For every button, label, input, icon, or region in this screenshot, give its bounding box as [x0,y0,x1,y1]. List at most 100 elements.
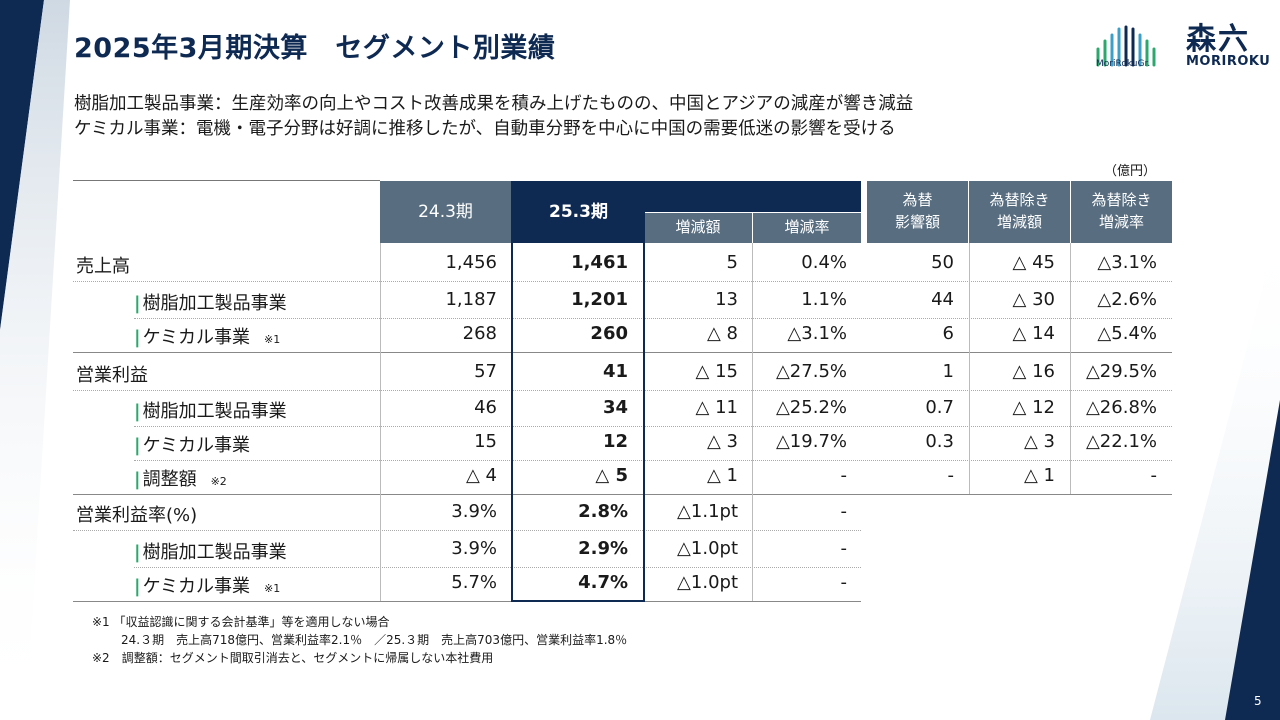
cell-exr: △5.4% [1097,323,1157,344]
cell-prev: 46 [474,397,497,418]
cell-fx: - [947,465,955,486]
row-label-text: 樹脂加工製品事業 [142,293,287,314]
moriroku-logo-kanji: 森六 [1186,22,1250,57]
cell-curr: 4.7% [578,572,628,593]
footnote-2: ※2 調整額：セグメント間取引消去と、セグメントに帰属しない本社費用 [92,651,494,665]
cell-exd: △ 14 [1012,323,1055,344]
cell-exr: - [1150,465,1158,486]
page-number: 5 [1254,694,1262,708]
row-label: | ケミカル事業 ※1 [134,572,280,598]
cell-curr: 34 [602,397,628,418]
header-fx-impact-line2: 影響額 [894,213,940,231]
segment-bar-icon: | [134,293,141,314]
row-label: 営業利益 [76,361,148,387]
row-rule [134,460,1172,461]
header-change-amount: 増減額 [644,213,752,243]
header-ex-fx-amount-line1: 為替除き [989,191,1050,210]
cell-fx: 44 [931,289,954,310]
header-prev-year: 24.3期 [380,181,511,243]
cell-curr: △ 5 [595,465,628,486]
cell-rate: △27.5% [775,361,847,382]
curr-column-frame-right [643,212,645,601]
cell-diff: △1.0pt [677,538,738,559]
row-rule [134,567,861,568]
cell-rate: - [840,465,848,486]
cell-prev: 57 [474,361,497,382]
header-ex-fx-rate: 為替除き 増減率 [1071,181,1172,243]
cell-exd: △ 30 [1012,289,1055,310]
row-label: | 調整額 ※2 [134,465,227,491]
row-rule [73,601,861,602]
cell-fx: 6 [942,323,954,344]
cell-curr: 41 [602,361,628,382]
column-rule [380,243,381,601]
cell-curr: 1,461 [571,252,628,273]
segment-bar-icon: | [134,327,141,348]
row-label: | ケミカル事業 ※1 [134,323,280,349]
cell-exr: △3.1% [1097,252,1157,273]
cell-diff: 5 [726,252,738,273]
column-rule [1070,243,1071,494]
cell-diff: △ 15 [695,361,738,382]
cell-curr: 1,201 [571,289,628,310]
cell-fx: 0.3 [925,431,954,452]
row-note: ※1 [264,582,281,595]
column-rule [752,243,753,601]
row-label: | 樹脂加工製品事業 [134,538,287,564]
curr-column-frame-left [511,181,513,601]
row-rule [73,530,861,531]
header-ex-fx-amount-line2: 増減額 [996,213,1042,231]
header-ex-fx-rate-line2: 増減率 [1098,213,1144,231]
row-label-text: 売上高 [76,256,130,277]
cell-rate: 1.1% [801,289,847,310]
row-label: | 樹脂加工製品事業 [134,397,287,423]
row-rule [73,494,1172,495]
header-ex-fx-rate-line1: 為替除き [1091,191,1152,210]
unit-label: （億円） [1104,164,1157,179]
cell-prev: 268 [462,323,497,344]
row-label: | ケミカル事業 [134,431,250,457]
row-label: | 樹脂加工製品事業 [134,289,287,315]
moriroku-group-logo-icon [1096,25,1156,67]
cell-curr: 12 [602,431,628,452]
row-label-text: ケミカル事業 [142,435,251,456]
page-title: 2025年3月期決算 セグメント別業績 [74,33,556,64]
cell-prev: 1,456 [445,252,497,273]
cell-prev: △ 4 [465,465,497,486]
row-label-text: 営業利益 [76,365,148,386]
subtitle-chemical: ケミカル事業：電機・電子分野は好調に推移したが、自動車分野を中心に中国の需要低迷… [74,119,896,139]
cell-diff: △ 1 [706,465,738,486]
cell-exr: △26.8% [1085,397,1157,418]
header-top-rule [73,180,380,181]
subtitle-resin: 樹脂加工製品事業：生産効率の向上やコスト改善成果を積み上げたものの、中国とアジア… [74,94,914,114]
row-note: ※2 [210,475,227,488]
header-change-rate: 増減率 [753,213,861,243]
row-rule [134,318,1172,319]
segment-bar-icon: | [134,401,141,422]
cell-diff: △ 11 [695,397,738,418]
cell-rate: - [840,572,848,593]
cell-curr: 2.9% [578,538,628,559]
row-rule [73,390,1172,391]
row-label: 売上高 [76,252,130,278]
footnote-1-detail: 24.３期 売上高718億円、営業利益率2.1％ ／25.３期 売上高703億円… [121,633,628,647]
row-label-text: 樹脂加工製品事業 [142,401,287,422]
row-label-text: 調整額 [142,469,197,490]
cell-exd: △ 12 [1012,397,1055,418]
cell-diff: 13 [715,289,738,310]
row-rule [134,426,1172,427]
segment-bar-icon: | [134,469,141,490]
footnote-1: ※1 「収益認識に関する会計基準」等を適用しない場合 [92,615,390,629]
moriroku-logo-roman: MORIROKU [1186,54,1271,69]
segment-bar-icon: | [134,542,141,563]
header-curr-year: 25.3期 [511,181,643,243]
cell-diff: △1.1pt [677,501,738,522]
cell-prev: 3.9% [451,501,497,522]
segment-bar-icon: | [134,576,141,597]
row-rule [73,352,1172,353]
header-fx-impact-line1: 為替 [902,191,933,210]
cell-rate: - [840,501,848,522]
cell-fx: 0.7 [925,397,954,418]
cell-exd: △ 3 [1023,431,1055,452]
